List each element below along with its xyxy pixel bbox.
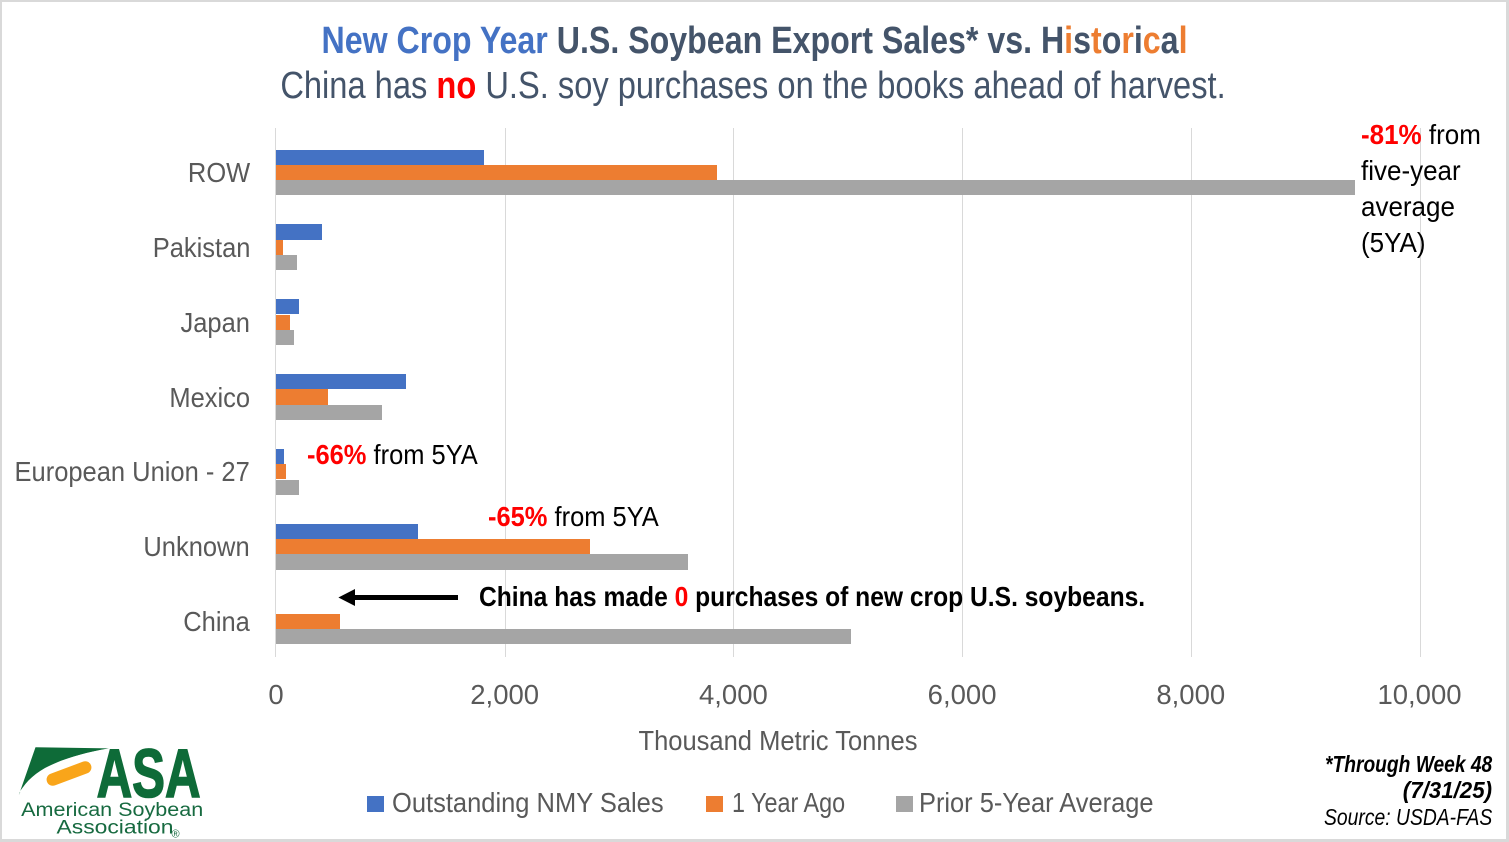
- svg-text:ASA: ASA: [97, 739, 201, 812]
- svg-text:American Soybean: American Soybean: [21, 800, 203, 821]
- svg-text:Association: Association: [57, 817, 174, 838]
- svg-text:®: ®: [172, 829, 180, 840]
